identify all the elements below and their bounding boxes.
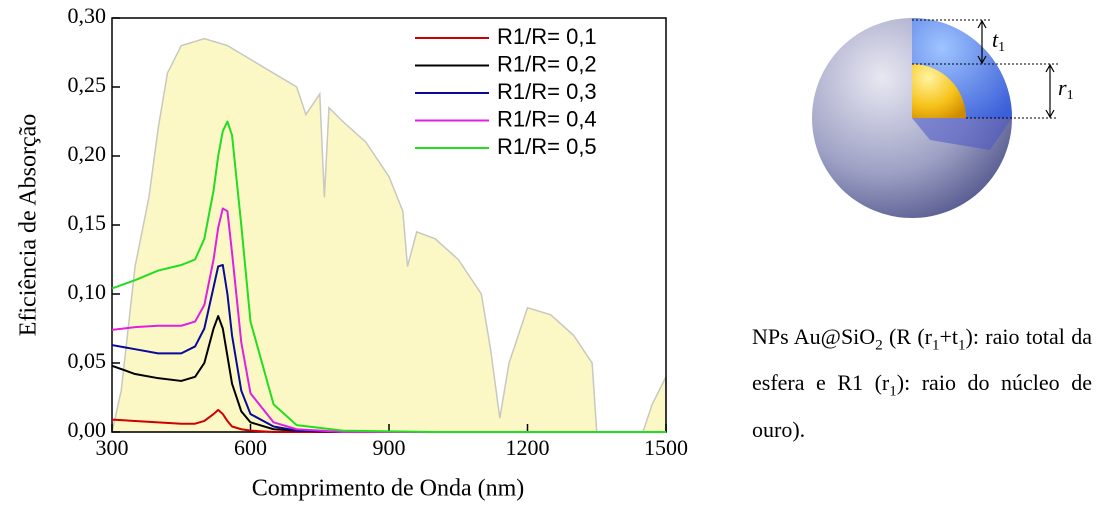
gold-core [912, 64, 966, 118]
guide-lines [912, 19, 1058, 119]
caption-text: +t [939, 324, 959, 349]
t-sub: 1 [998, 40, 1005, 55]
legend-label: R1/R= 0,5 [497, 134, 597, 159]
y-tick-label: 0,20 [68, 141, 107, 166]
cut-floor [912, 118, 1012, 150]
y-tick-label: 0,00 [68, 417, 107, 442]
x-tick-label: 1500 [644, 435, 688, 460]
x-tick-label: 1200 [506, 435, 550, 460]
caption-subscript: 1 [932, 337, 940, 354]
y-axis-title: Eficiência de Absorção [16, 114, 42, 337]
caption-subscript: 1 [958, 337, 966, 354]
legend-label: R1/R= 0,2 [497, 51, 597, 76]
caption: NPs Au@SiO2 (R (r1+t1): raio total da es… [752, 318, 1092, 449]
y-tick-label: 0,10 [68, 279, 107, 304]
caption-text: (R (r [882, 324, 932, 349]
x-tick-label: 300 [96, 435, 129, 460]
x-tick-label: 600 [234, 435, 267, 460]
legend-label: R1/R= 0,3 [497, 79, 597, 104]
legend-label: R1/R= 0,1 [497, 24, 597, 49]
y-tick-label: 0,25 [68, 72, 107, 97]
caption-text: ): raio do núcleo de ouro). [752, 370, 1092, 442]
y-tick-label: 0,15 [68, 210, 107, 235]
dimension-arrows [977, 19, 1055, 119]
series-line [111, 207, 666, 433]
t-label: t1 [992, 27, 1005, 55]
caption-text: NPs Au@SiO [752, 324, 876, 349]
x-axis-title: Comprimento de Onda (nm) [252, 476, 525, 502]
legend-label: R1/R= 0,4 [497, 106, 597, 131]
series-line [111, 120, 666, 433]
spectrum-area [111, 37, 667, 433]
t-letter: t [992, 27, 999, 52]
series-line [111, 264, 666, 433]
series-line [111, 408, 666, 433]
r-label: r1 [1058, 75, 1074, 103]
caption-text: ): raio total da esfera e R1 (r [752, 324, 1093, 396]
r-letter: r [1058, 75, 1067, 100]
caption-subscript: 2 [875, 337, 883, 354]
y-tick-label: 0,05 [68, 348, 107, 373]
r-sub: 1 [1067, 88, 1074, 103]
x-tick-label: 900 [373, 435, 406, 460]
caption-subscript: 1 [889, 383, 897, 400]
sphere-diagram: t1 r1 [812, 18, 1074, 218]
y-tick-label: 0,30 [68, 3, 107, 28]
